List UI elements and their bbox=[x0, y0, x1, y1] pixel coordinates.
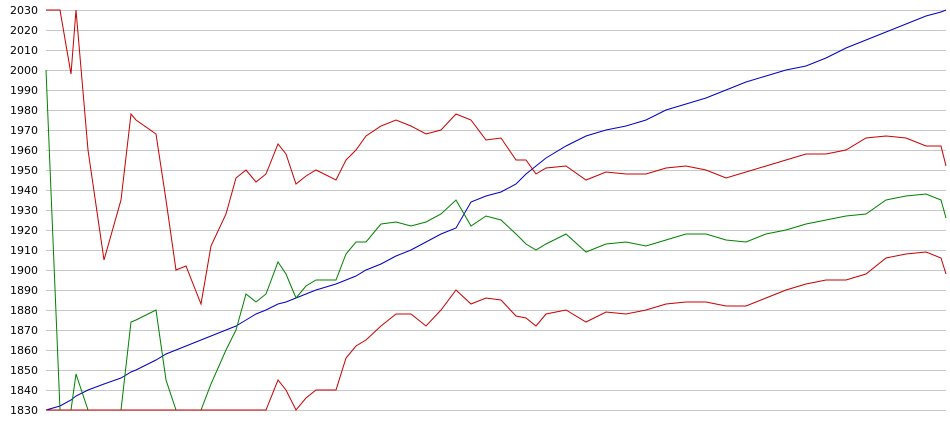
gridlines bbox=[46, 10, 946, 411]
y-tick-label: 1840 bbox=[10, 384, 38, 397]
series-line-2 bbox=[46, 9, 947, 306]
series-line-3 bbox=[45, 69, 947, 411]
y-tick-label: 2010 bbox=[10, 44, 38, 57]
y-axis-tick-labels: 2030 2020 2010 2000 1990 1980 1970 1960 1950 1940… bbox=[10, 4, 38, 417]
series-line-1 bbox=[45, 9, 947, 411]
y-tick-label: 2020 bbox=[10, 24, 38, 37]
y-tick-label: 1830 bbox=[10, 404, 38, 417]
y-tick-label: 1910 bbox=[10, 244, 38, 257]
y-tick-label: 2000 bbox=[10, 64, 38, 77]
y-tick-label: 1870 bbox=[10, 324, 38, 337]
y-tick-label: 1970 bbox=[10, 124, 38, 137]
y-tick-label: 2030 bbox=[10, 4, 38, 17]
y-tick-label: 1940 bbox=[10, 184, 38, 197]
y-tick-label: 1930 bbox=[10, 204, 38, 217]
y-tick-label: 1960 bbox=[10, 144, 38, 157]
y-tick-label: 1860 bbox=[10, 344, 38, 357]
series-line-4 bbox=[46, 251, 947, 411]
y-tick-label: 1900 bbox=[10, 264, 38, 277]
y-tick-label: 1990 bbox=[10, 84, 38, 97]
series-lines bbox=[45, 9, 947, 411]
y-tick-label: 1890 bbox=[10, 284, 38, 297]
y-tick-label: 1920 bbox=[10, 224, 38, 237]
y-tick-label: 1850 bbox=[10, 364, 38, 377]
y-tick-label: 1950 bbox=[10, 164, 38, 177]
y-tick-label: 1880 bbox=[10, 304, 38, 317]
y-tick-label: 1980 bbox=[10, 104, 38, 117]
